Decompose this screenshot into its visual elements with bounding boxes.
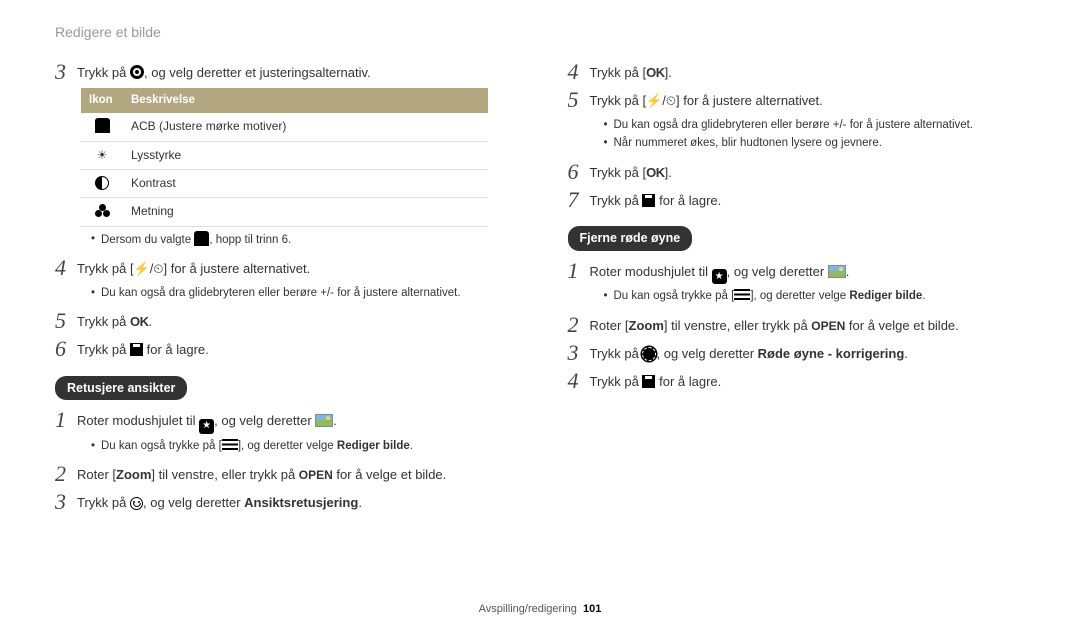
face-icon <box>130 497 143 510</box>
step-number: 7 <box>568 188 590 212</box>
note-list: Du kan også trykke på [], og deretter ve… <box>91 438 513 455</box>
step-text: Trykk på [⚡/⏲] for å justere alternative… <box>590 88 823 112</box>
flash-icon: ⚡ <box>646 93 662 108</box>
step-text: Roter [Zoom] til venstre, eller trykk på… <box>77 462 446 486</box>
step-number: 6 <box>55 337 77 361</box>
page-title: Redigere et bilde <box>55 22 1025 42</box>
options-table: Ikon Beskrivelse ACB (Justere mørke moti… <box>81 88 488 226</box>
picture-icon <box>828 265 846 278</box>
left-column: 3 Trykk på , og velg deretter et justeri… <box>55 60 513 518</box>
step-text: Trykk på for å lagre. <box>590 188 722 212</box>
right-column: 4 Trykk på [OK]. 5 Trykk på [⚡/⏲] for å … <box>568 60 1026 518</box>
step-text: Trykk på OK. <box>77 309 152 333</box>
step-text: Trykk på [OK]. <box>590 160 672 184</box>
step-text: Trykk på [OK]. <box>590 60 672 84</box>
section-pill: Retusjere ansikter <box>55 376 187 400</box>
step-number: 4 <box>568 369 590 393</box>
step-number: 6 <box>568 160 590 184</box>
step-text: Trykk på for å lagre. <box>77 337 209 361</box>
gear-icon <box>130 65 144 79</box>
brightness-icon: ☀ <box>97 148 108 162</box>
step-number: 5 <box>568 88 590 112</box>
th-desc: Beskrivelse <box>123 88 488 113</box>
note-list: Dersom du valgte , hopp til trinn 6. <box>91 231 513 249</box>
step-text: Trykk på for å lagre. <box>590 369 722 393</box>
step-number: 1 <box>568 259 590 285</box>
step-text: Trykk på , og velg deretter Ansiktsretus… <box>77 490 362 514</box>
save-icon <box>642 194 655 207</box>
step-number: 1 <box>55 408 77 434</box>
menu-icon <box>734 289 750 300</box>
saturation-icon <box>95 204 110 217</box>
ok-icon: OK <box>130 314 149 329</box>
step-number: 2 <box>55 462 77 486</box>
mode-star-icon: ★ <box>199 419 214 434</box>
table-row: Metning <box>81 198 488 226</box>
step-text: Trykk på , og velg deretter et justering… <box>77 60 371 84</box>
table-row: ACB (Justere mørke motiver) <box>81 113 488 141</box>
picture-icon <box>315 414 333 427</box>
ok-icon: OK <box>646 165 665 180</box>
step-number: 2 <box>568 313 590 337</box>
table-row: Kontrast <box>81 169 488 197</box>
step-text: Trykk på , og velg deretter Røde øyne - … <box>590 341 908 365</box>
ok-icon: OK <box>646 65 665 80</box>
note-list: Du kan også dra glidebryteren eller berø… <box>91 285 513 302</box>
redeye-icon <box>642 347 656 361</box>
timer-icon: ⏲ <box>666 93 676 108</box>
step-text: Roter modushjulet til ★, og velg derette… <box>77 408 337 434</box>
step-text: Trykk på [⚡/⏲] for å justere alternative… <box>77 256 310 280</box>
acb-icon <box>95 118 110 133</box>
section-pill: Fjerne røde øyne <box>568 226 693 250</box>
mode-star-icon: ★ <box>712 269 727 284</box>
page-footer: Avspilling/redigering 101 <box>0 602 1080 618</box>
table-row: ☀ Lysstyrke <box>81 141 488 169</box>
save-icon <box>642 375 655 388</box>
step-number: 5 <box>55 309 77 333</box>
th-icon: Ikon <box>81 88 123 113</box>
step-number: 4 <box>55 256 77 280</box>
menu-icon <box>222 439 238 450</box>
step-number: 3 <box>55 60 77 84</box>
step-number: 4 <box>568 60 590 84</box>
step-text: Roter modushjulet til ★, og velg derette… <box>590 259 850 285</box>
save-icon <box>130 343 143 356</box>
step-number: 3 <box>55 490 77 514</box>
step-number: 3 <box>568 341 590 365</box>
step-text: Roter [Zoom] til venstre, eller trykk på… <box>590 313 959 337</box>
acb-icon <box>194 231 209 246</box>
flash-icon: ⚡ <box>134 261 150 276</box>
note-list: Du kan også trykke på [], og deretter ve… <box>604 288 1026 305</box>
note-list: Du kan også dra glidebryteren eller berø… <box>604 117 1026 152</box>
timer-icon: ⏲ <box>153 261 163 276</box>
contrast-icon <box>95 176 109 190</box>
